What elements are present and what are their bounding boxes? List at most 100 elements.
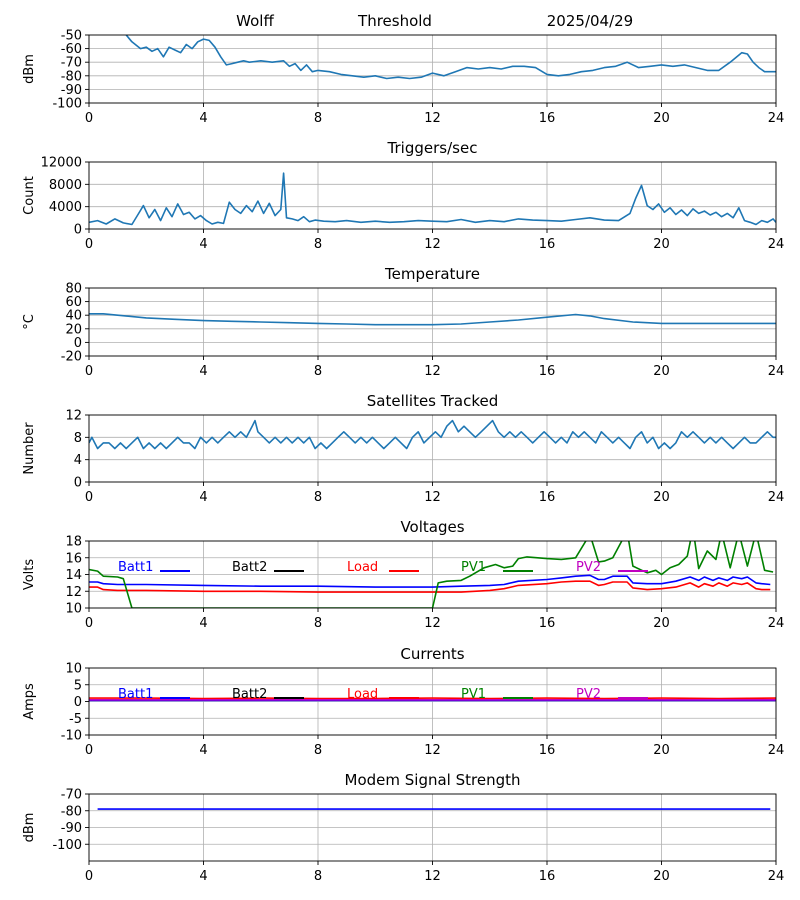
x-tick-label: 20 — [653, 869, 670, 884]
x-tick-label: 20 — [653, 364, 670, 379]
x-tick-label: 0 — [85, 111, 93, 126]
satellites-panel: 0 4 8 12 16 20 24 0 4 8 12 Satellites Tracked Number — [22, 392, 784, 505]
y-tick-label: -100 — [52, 97, 82, 112]
x-tick-label: 4 — [199, 616, 207, 631]
x-tick-label: 24 — [768, 743, 785, 758]
y-axis-label: dBm — [22, 813, 37, 843]
y-tick-label: -90 — [61, 821, 82, 836]
panel-title: Satellites Tracked — [367, 392, 498, 410]
series-line-pv1 — [89, 541, 774, 608]
x-tick-label: 0 — [85, 869, 93, 884]
legend-label-pv1: PV1 — [461, 560, 486, 575]
legend-label-pv1: PV1 — [461, 687, 486, 702]
x-tick-label: 12 — [424, 743, 441, 758]
y-tick-label: -10 — [61, 729, 82, 744]
x-tick-label: 12 — [424, 237, 441, 252]
x-tick-label: 20 — [653, 111, 670, 126]
x-tick-label: 16 — [539, 111, 556, 126]
x-tick-label: 24 — [768, 616, 785, 631]
y-tick-label: 60 — [65, 295, 82, 310]
currents-panel: 0 4 8 12 16 20 24 -10 -5 0 510 Currents Amps Batt1 Bat… — [22, 645, 784, 758]
series-line-triggers — [89, 172, 776, 226]
x-tick-label: 20 — [653, 490, 670, 505]
x-tick-label: 8 — [314, 616, 322, 631]
x-tick-label: 0 — [85, 616, 93, 631]
legend-label-pv2: PV2 — [576, 687, 601, 702]
y-tick-label: 0 — [74, 476, 82, 491]
series-line-load — [89, 580, 771, 593]
x-tick-label: 24 — [768, 111, 785, 126]
x-tick-label: 20 — [653, 237, 670, 252]
x-tick-label: 24 — [768, 364, 785, 379]
y-tick-label: -5 — [69, 712, 82, 727]
y-tick-label: -60 — [61, 42, 82, 57]
modem-panel: 0 4 8 12 16 20 24 -100 -90 -80-70 Modem Signal Str… — [22, 771, 784, 884]
x-tick-label: 16 — [539, 616, 556, 631]
y-tick-label: -50 — [61, 29, 82, 44]
x-tick-label: 8 — [314, 743, 322, 758]
x-tick-label: 16 — [539, 490, 556, 505]
y-tick-label: 14 — [65, 568, 82, 583]
x-tick-label: 8 — [314, 237, 322, 252]
legend-label-batt1: Batt1 — [118, 687, 153, 702]
x-tick-label: 0 — [85, 237, 93, 252]
triggers-panel: 0 4 8 12 16 20 24 0 4000 8000 12000 Triggers/sec Cou… — [22, 139, 784, 252]
y-tick-label: -70 — [61, 56, 82, 71]
y-axis-label: Volts — [22, 559, 37, 591]
x-tick-label: 8 — [314, 869, 322, 884]
y-tick-label: 4000 — [49, 200, 82, 215]
station-name: Wolff — [236, 12, 274, 30]
plot-date: 2025/04/29 — [547, 12, 633, 30]
legend-label-batt1: Batt1 — [118, 560, 153, 575]
panel-title: Currents — [400, 645, 464, 663]
y-tick-label: 5 — [74, 678, 82, 693]
panel-title: Modem Signal Strength — [345, 771, 521, 789]
x-tick-label: 12 — [424, 616, 441, 631]
legend-label-batt2: Batt2 — [232, 687, 267, 702]
x-tick-label: 16 — [539, 364, 556, 379]
y-tick-label: 0 — [74, 223, 82, 238]
series-line-temperature — [89, 312, 776, 326]
x-tick-label: 8 — [314, 111, 322, 126]
x-tick-label: 12 — [424, 111, 441, 126]
y-tick-label: -90 — [61, 83, 82, 98]
y-tick-label: 18 — [65, 535, 82, 550]
y-tick-label: 0 — [74, 695, 82, 710]
y-tick-label: 8000 — [49, 178, 82, 193]
y-tick-label: 10 — [65, 662, 82, 677]
y-axis-label: dBm — [22, 54, 37, 84]
series-line-satellites — [89, 419, 776, 450]
panel-title: Temperature — [384, 265, 480, 283]
x-tick-label: 4 — [199, 237, 207, 252]
y-tick-label: -20 — [61, 350, 82, 365]
y-tick-label: -80 — [61, 804, 82, 819]
y-tick-label: 10 — [65, 602, 82, 617]
x-tick-label: 4 — [199, 111, 207, 126]
y-tick-label: 12 — [65, 585, 82, 600]
x-tick-label: 12 — [424, 869, 441, 884]
series-line-batt1 — [89, 574, 771, 588]
legend-label-pv2: PV2 — [576, 560, 601, 575]
y-tick-label: 20 — [65, 322, 82, 337]
x-tick-label: 8 — [314, 364, 322, 379]
panel-title: Voltages — [400, 518, 464, 536]
y-axis-label: °C — [22, 314, 37, 330]
panel-title: Triggers/sec — [387, 139, 478, 157]
y-tick-label: -100 — [52, 838, 82, 853]
x-tick-label: 4 — [199, 869, 207, 884]
y-tick-label: 40 — [65, 309, 82, 324]
x-tick-label: 12 — [424, 364, 441, 379]
y-tick-label: 8 — [74, 431, 82, 446]
series-line-threshold — [125, 35, 776, 80]
x-tick-label: 16 — [539, 237, 556, 252]
x-tick-label: 4 — [199, 364, 207, 379]
y-tick-label: 80 — [65, 282, 82, 297]
x-tick-label: 0 — [85, 364, 93, 379]
y-axis-label: Amps — [22, 683, 37, 720]
x-tick-label: 24 — [768, 237, 785, 252]
x-tick-label: 0 — [85, 490, 93, 505]
y-tick-label: 16 — [65, 551, 82, 566]
